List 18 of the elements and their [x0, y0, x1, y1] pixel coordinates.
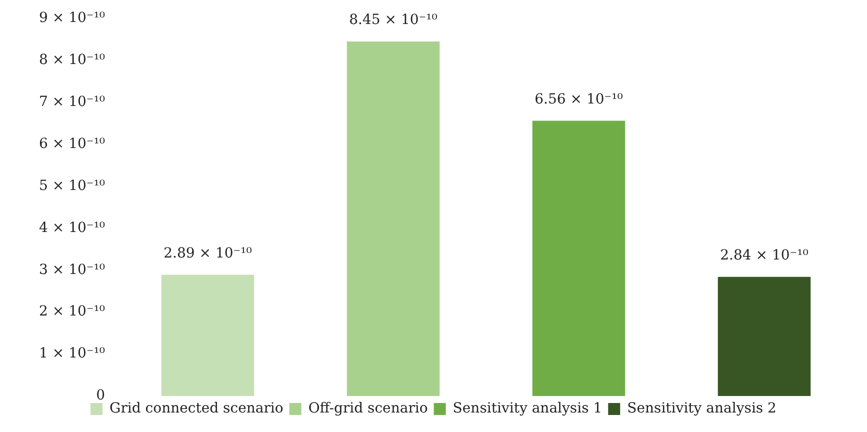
- y-tick-label: 7 × 10⁻¹⁰: [39, 94, 106, 110]
- y-tick-label: 6 × 10⁻¹⁰: [39, 136, 106, 152]
- legend-label: Sensitivity analysis 2: [627, 400, 776, 417]
- data-label: 2.84 × 10⁻¹⁰: [720, 247, 809, 264]
- legend-label: Grid connected scenario: [110, 400, 284, 417]
- y-tick-label: 2 × 10⁻¹⁰: [39, 304, 106, 320]
- y-tick-label: 5 × 10⁻¹⁰: [39, 178, 106, 194]
- data-label: 6.56 × 10⁻¹⁰: [534, 91, 624, 108]
- y-tick-label: 8 × 10⁻¹⁰: [39, 52, 106, 68]
- y-tick-label: 1 × 10⁻¹⁰: [39, 346, 106, 362]
- y-tick-label: 9 × 10⁻¹⁰: [39, 10, 106, 26]
- legend-label: Off-grid scenario: [308, 400, 428, 417]
- y-tick-label: 0: [96, 388, 105, 404]
- y-tick-label: 4 × 10⁻¹⁰: [39, 220, 106, 236]
- data-label: 2.89 × 10⁻¹⁰: [164, 245, 252, 262]
- y-tick-label: 3 × 10⁻¹⁰: [39, 262, 106, 278]
- legend-label: Sensitivity analysis 1: [452, 400, 602, 417]
- data-label: 8.45 × 10⁻¹⁰: [349, 12, 438, 28]
